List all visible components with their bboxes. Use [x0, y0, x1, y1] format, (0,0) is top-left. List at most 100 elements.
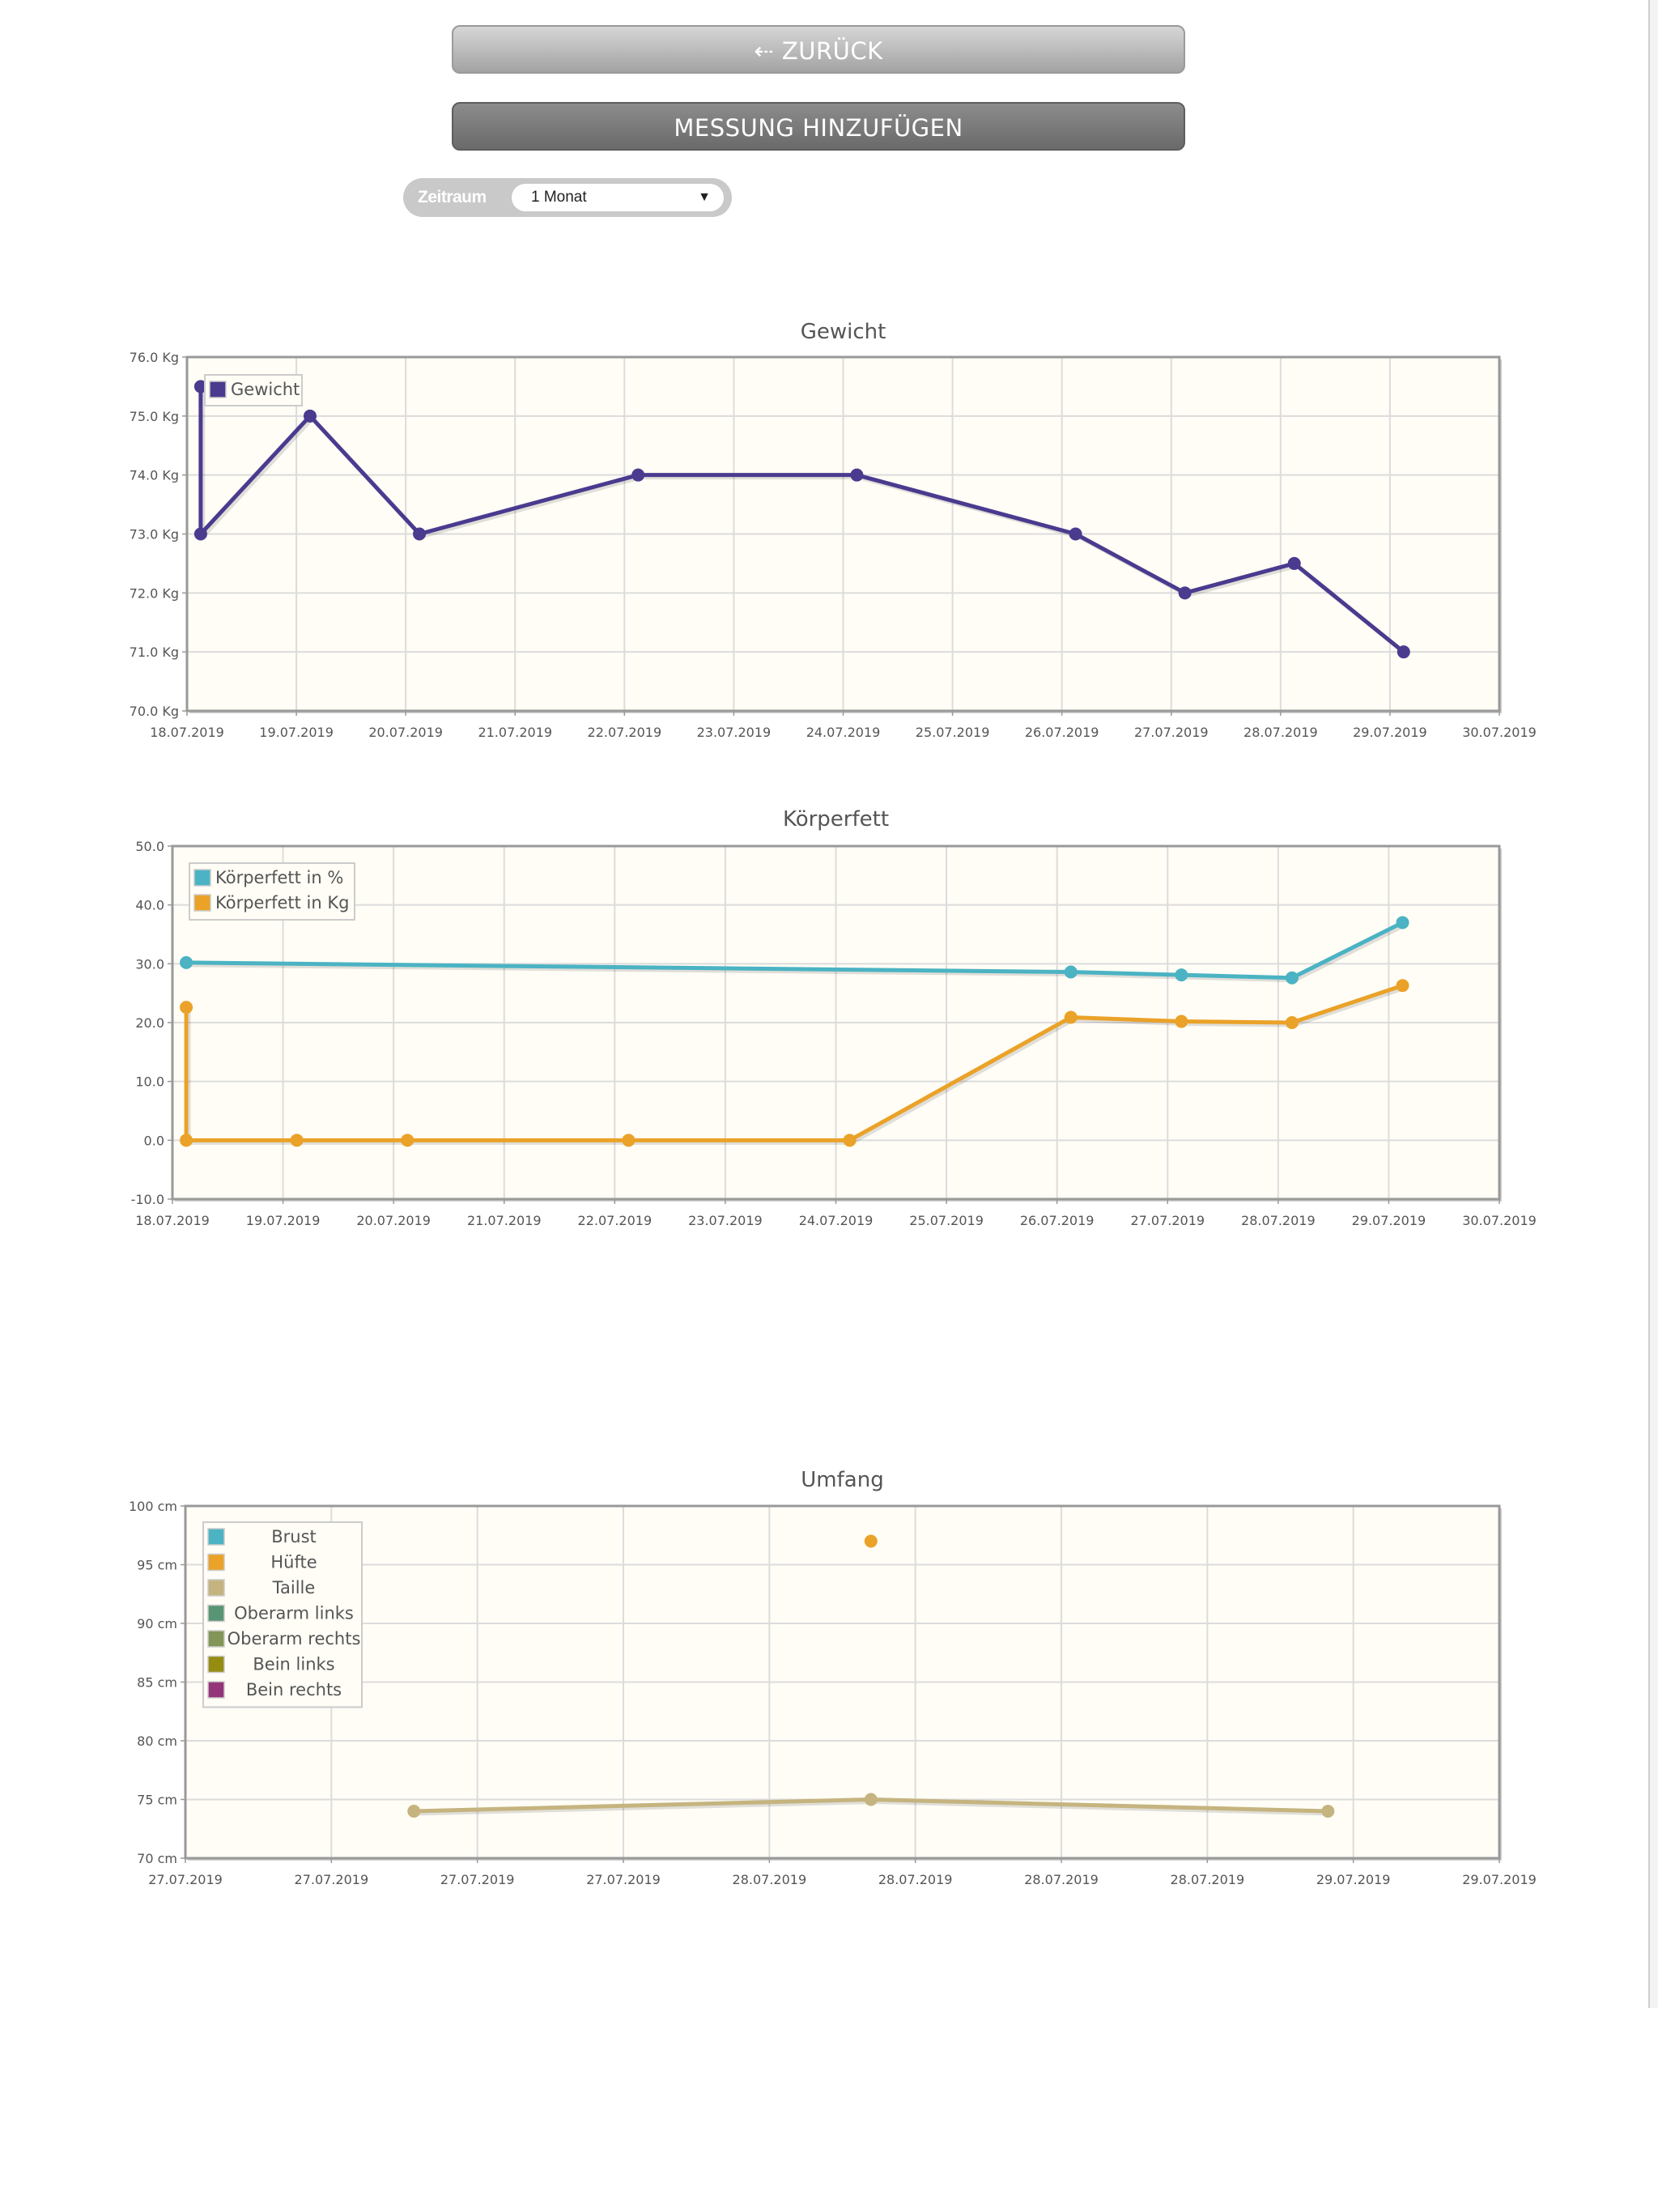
- add-measurement-button[interactable]: MESSUNG HINZUFÜGEN: [452, 102, 1185, 151]
- x-tick-label: 28.07.2019: [1171, 1872, 1245, 1887]
- data-point: [413, 527, 427, 541]
- data-point: [1285, 1016, 1299, 1029]
- x-tick-label: 28.07.2019: [878, 1872, 953, 1887]
- data-point: [1397, 645, 1410, 659]
- data-point: [290, 1134, 304, 1147]
- data-point: [1178, 586, 1192, 600]
- back-button[interactable]: ⇠ ZURÜCK: [452, 25, 1185, 74]
- page-scrollbar[interactable]: [1648, 0, 1658, 2008]
- legend-swatch: [193, 869, 211, 887]
- data-point: [193, 527, 207, 541]
- x-tick-label: 21.07.2019: [478, 725, 552, 740]
- grid: [185, 1506, 1499, 1858]
- x-tick-label: 27.07.2019: [586, 1872, 661, 1887]
- data-point: [864, 1534, 878, 1548]
- data-point: [864, 1793, 878, 1806]
- y-tick-label: 72.0 Kg: [130, 585, 179, 601]
- dropdown-arrow-icon: ▼: [698, 190, 711, 204]
- legend-swatch: [207, 1681, 225, 1699]
- data-point: [180, 1134, 193, 1147]
- y-tick-label: 0.0: [144, 1133, 164, 1148]
- y-tick-label: 70.0 Kg: [130, 704, 179, 719]
- legend-label: Gewicht: [231, 380, 300, 399]
- y-tick-label: 71.0 Kg: [130, 644, 179, 660]
- period-select[interactable]: 1 Monat ▼: [512, 184, 724, 211]
- y-tick-label: 30.0: [135, 956, 164, 972]
- data-point: [1396, 979, 1409, 993]
- data-point: [1287, 556, 1301, 570]
- legend-label: Hüfte: [270, 1553, 317, 1572]
- legend-label: Bein rechts: [246, 1680, 342, 1699]
- x-tick-label: 23.07.2019: [688, 1213, 763, 1228]
- series-line: [198, 386, 1405, 654]
- y-tick-label: 40.0: [135, 898, 164, 913]
- chart-title: Körperfett: [783, 807, 889, 832]
- y-tick-label: -10.0: [131, 1192, 164, 1207]
- x-tick-label: 22.07.2019: [588, 725, 662, 740]
- y-tick-label: 75 cm: [137, 1793, 177, 1808]
- x-tick-label: 29.07.2019: [1353, 725, 1427, 740]
- data-point: [1175, 968, 1188, 982]
- chart-circumference: Umfang 27.07.2019 27.07.2019 27.07.2019 27.0…: [129, 1468, 1537, 1887]
- legend-swatch: [207, 1528, 225, 1546]
- data-point: [1064, 965, 1078, 979]
- y-tick-label: 85 cm: [137, 1675, 177, 1691]
- x-tick-label: 30.07.2019: [1462, 725, 1537, 740]
- x-tick-label: 27.07.2019: [1130, 1213, 1205, 1228]
- period-label: Zeitraum: [418, 188, 487, 206]
- x-tick-label: 28.07.2019: [1024, 1872, 1099, 1887]
- y-tick-label: 100 cm: [129, 1499, 177, 1514]
- legend: Brust Hüfte Taille Oberarm links Oberarm rec…: [202, 1521, 363, 1708]
- x-tick-label: 30.07.2019: [1462, 1213, 1537, 1228]
- data-point: [1285, 971, 1299, 985]
- legend-label: Brust: [271, 1527, 317, 1546]
- legend-swatch: [207, 1604, 225, 1623]
- y-tick-label: 95 cm: [137, 1558, 177, 1573]
- series-line-shadow: [201, 389, 1408, 657]
- y-tick-label: 50.0: [135, 839, 164, 854]
- plot-border: [171, 844, 1501, 1201]
- y-tick-label: 75.0 Kg: [130, 409, 179, 424]
- chart-body-fat: Körperfett 18.07.2019 19.07.2019 20.07.2019…: [131, 807, 1537, 1228]
- data-point: [303, 409, 317, 423]
- data-point: [1069, 527, 1082, 541]
- legend-label: Oberarm rechts: [227, 1629, 361, 1648]
- x-tick-label: 22.07.2019: [578, 1213, 653, 1228]
- x-tick-label: 23.07.2019: [697, 725, 772, 740]
- series-1-0: [180, 916, 1409, 985]
- x-tick-label: 19.07.2019: [259, 725, 334, 740]
- y-tick-label: 74.0 Kg: [130, 468, 179, 483]
- x-tick-label: 29.07.2019: [1462, 1872, 1537, 1887]
- series-1-1: [180, 979, 1409, 1147]
- data-point: [1175, 1015, 1188, 1028]
- x-tick-label: 28.07.2019: [1241, 1213, 1316, 1228]
- x-tick-label: 18.07.2019: [150, 725, 224, 740]
- x-tick-label: 27.07.2019: [295, 1872, 369, 1887]
- y-tick-label: 90 cm: [137, 1616, 177, 1631]
- x-tick-label: 20.07.2019: [368, 725, 443, 740]
- data-point: [631, 468, 645, 482]
- series-line-shadow: [186, 985, 1406, 1145]
- period-filter: Zeitraum 1 Monat ▼: [403, 178, 732, 217]
- chart-weight: Gewicht 18.07.2019 19.07.2019 20.07.2019 21.…: [130, 320, 1537, 740]
- y-tick-label: 70 cm: [137, 1851, 177, 1866]
- data-point: [180, 1001, 193, 1015]
- data-point: [407, 1805, 421, 1818]
- x-tick-label: 18.07.2019: [135, 1213, 210, 1228]
- y-tick-label: 73.0 Kg: [130, 527, 179, 542]
- x-tick-label: 24.07.2019: [799, 1213, 874, 1228]
- y-tick-label: 80 cm: [137, 1733, 177, 1749]
- x-tick-label: 25.07.2019: [909, 1213, 984, 1228]
- x-tick-label: 28.07.2019: [733, 1872, 807, 1887]
- series-2-1: [864, 1534, 878, 1548]
- x-tick-label: 25.07.2019: [916, 725, 990, 740]
- legend-swatch: [193, 894, 211, 912]
- y-tick-label: 76.0 Kg: [130, 350, 179, 365]
- legend-swatch: [207, 1579, 225, 1597]
- grid: [187, 357, 1499, 711]
- legend-swatch: [207, 1655, 225, 1674]
- data-point: [622, 1134, 636, 1147]
- legend-swatch: [207, 1630, 225, 1648]
- data-point: [850, 468, 864, 482]
